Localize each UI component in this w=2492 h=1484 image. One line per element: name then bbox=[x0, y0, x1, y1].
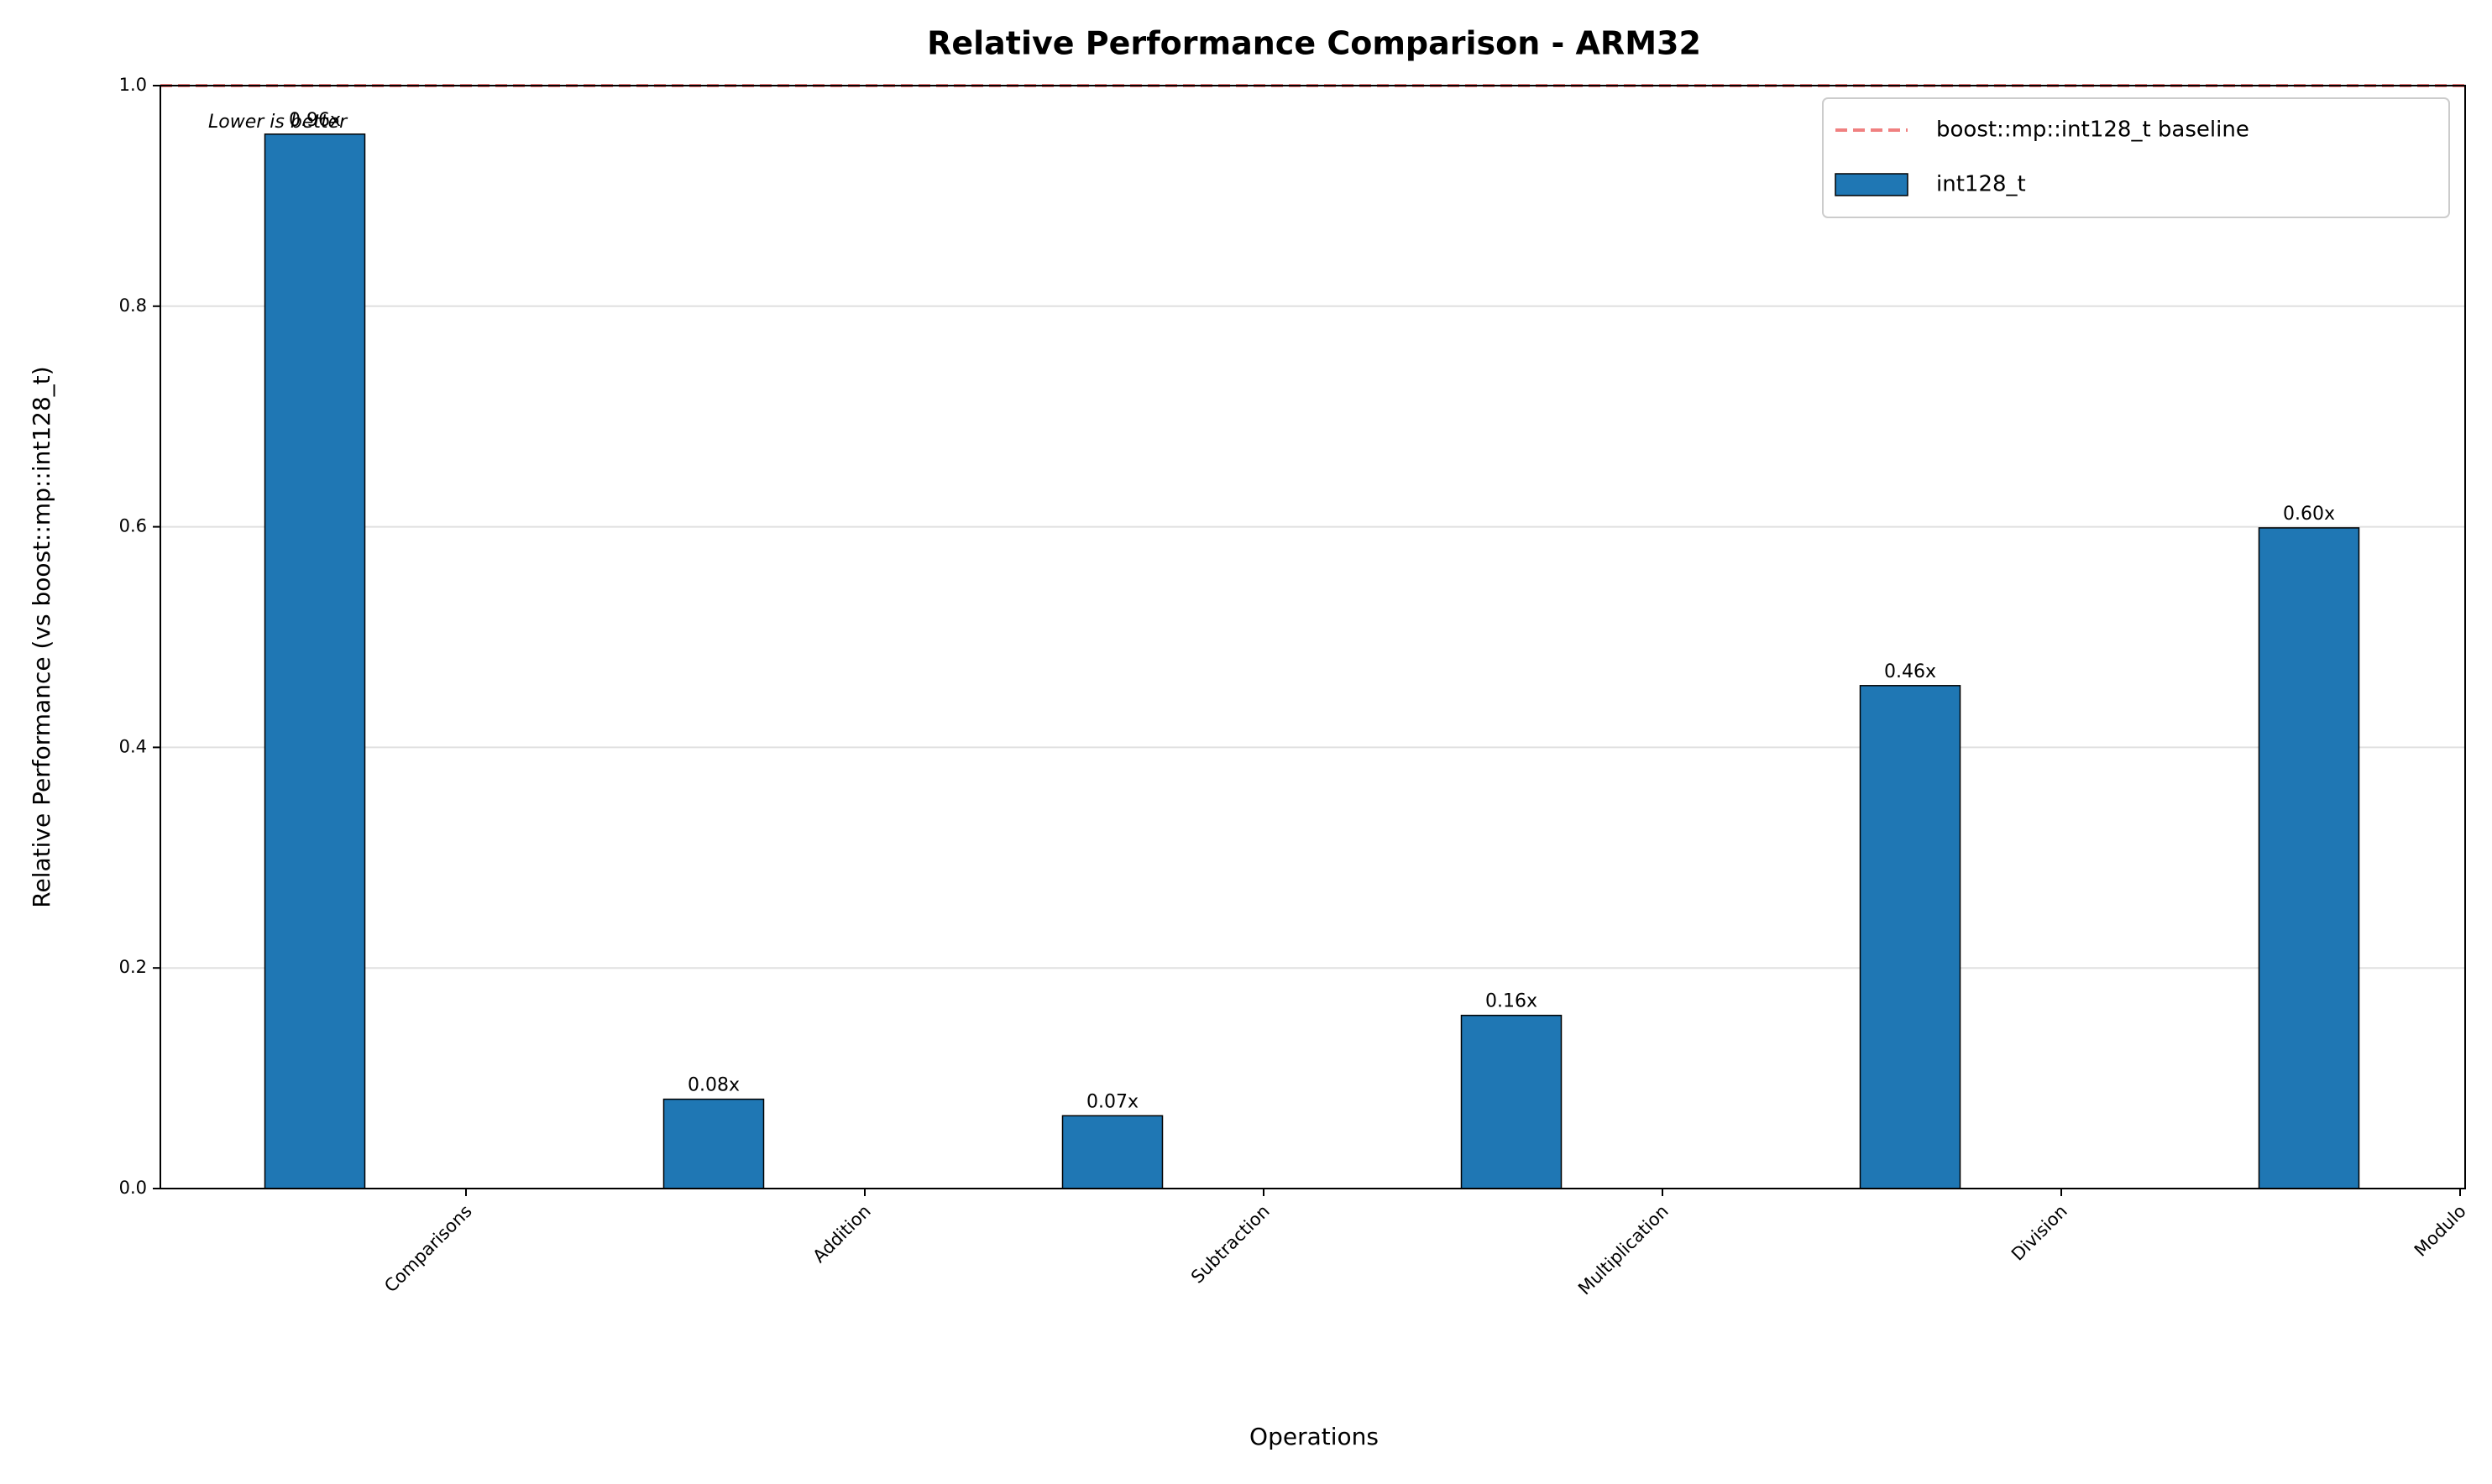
chart-title: Relative Performance Comparison - ARM32 bbox=[927, 25, 1701, 62]
x-tick-label: Subtraction bbox=[1187, 1201, 1274, 1288]
y-tick-label: 0.0 bbox=[119, 1178, 147, 1198]
value-label: 0.46x bbox=[1884, 661, 1936, 682]
annotation: Lower is better bbox=[208, 112, 348, 133]
legend-swatch bbox=[1835, 173, 1908, 196]
y-tick-label: 0.4 bbox=[119, 736, 147, 756]
value-label: 0.07x bbox=[1086, 1091, 1139, 1112]
bar bbox=[264, 133, 366, 1189]
x-tick-label: Addition bbox=[809, 1201, 874, 1267]
value-label: 0.08x bbox=[688, 1075, 740, 1096]
y-axis-label: Relative Performance (vs boost::mp::int1… bbox=[28, 366, 55, 907]
y-tick-label: 0.2 bbox=[119, 957, 147, 977]
bar bbox=[1859, 685, 1961, 1189]
plot-frame bbox=[160, 85, 2466, 1189]
legend-label: boost::mp::int128_t baseline bbox=[1936, 118, 2249, 143]
bar bbox=[662, 1098, 765, 1189]
y-tick-label: 1.0 bbox=[119, 75, 147, 95]
x-tick-label: Multiplication bbox=[1574, 1201, 1673, 1299]
value-label: 0.96x bbox=[289, 110, 341, 131]
x-tick-label: Comparisons bbox=[380, 1201, 476, 1297]
legend-label: int128_t bbox=[1936, 172, 2026, 197]
x-axis-label: Operations bbox=[1249, 1423, 1379, 1450]
x-tick-label: Modulo bbox=[2411, 1201, 2470, 1261]
bar bbox=[1460, 1014, 1563, 1189]
bar bbox=[2258, 527, 2360, 1189]
y-tick-label: 0.6 bbox=[119, 516, 147, 536]
x-tick-label: Division bbox=[2008, 1201, 2071, 1265]
value-label: 0.16x bbox=[1485, 991, 1537, 1012]
bar bbox=[1061, 1115, 1164, 1189]
value-label: 0.60x bbox=[2283, 504, 2335, 525]
y-tick-label: 0.8 bbox=[119, 295, 147, 316]
legend-box bbox=[1822, 97, 2450, 218]
